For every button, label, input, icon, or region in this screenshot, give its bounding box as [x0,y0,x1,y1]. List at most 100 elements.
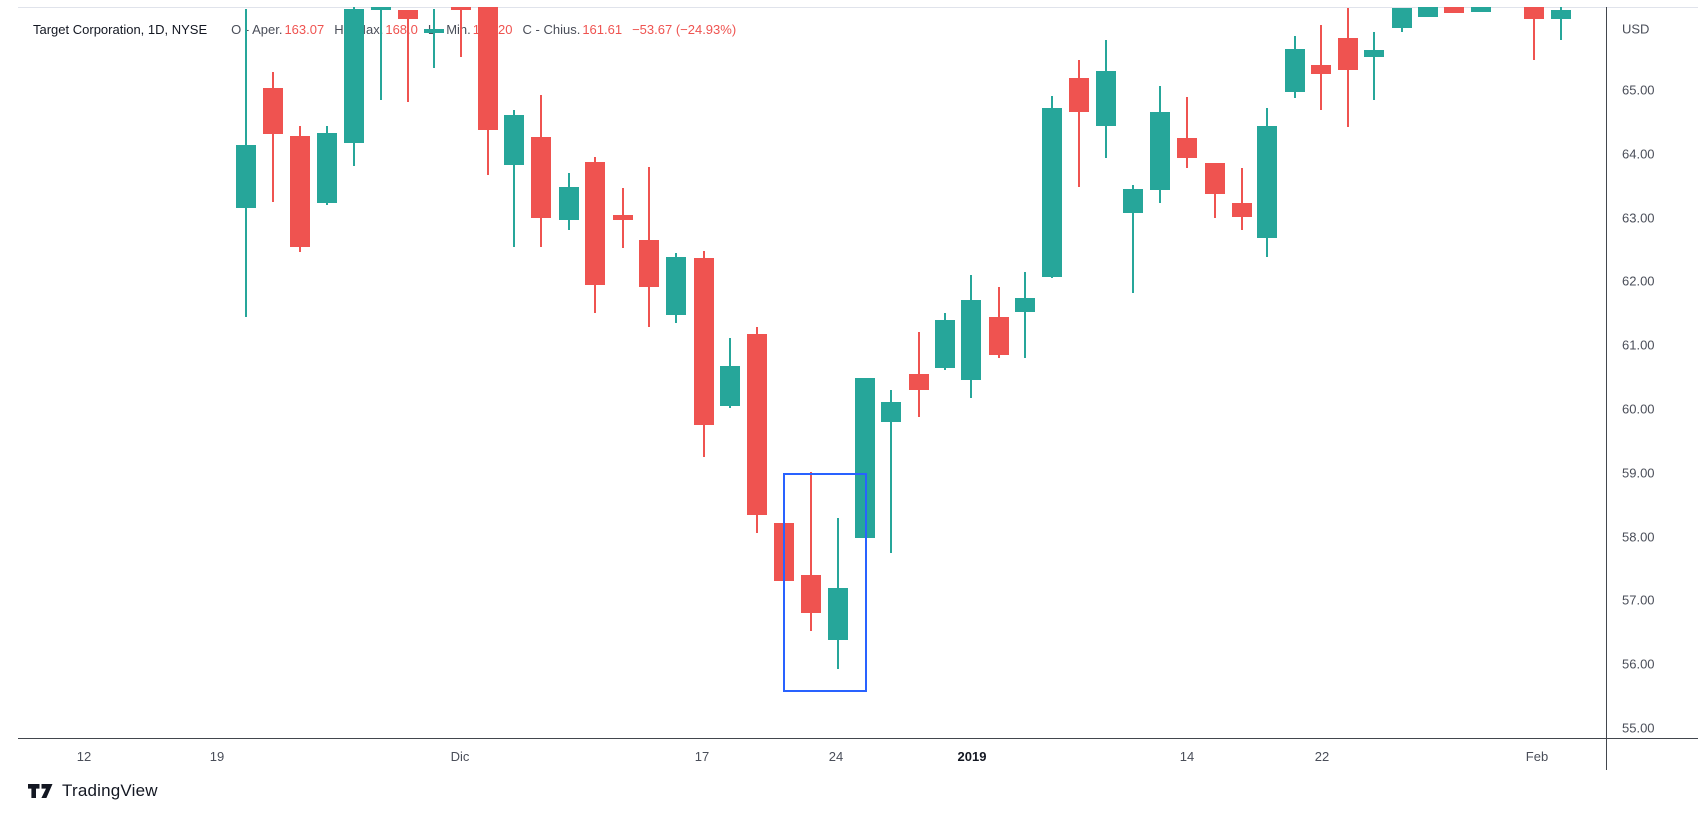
candle-body [1285,49,1305,92]
candle-body [424,28,444,33]
candle-body [585,162,605,286]
price-tick-label: 65.00 [1622,82,1655,98]
candle-body [1096,70,1116,126]
time-axis[interactable]: 12 19 Dic 17 24 2019 14 22 Feb [0,739,1698,773]
candle-wick [810,472,812,632]
candle-body [263,88,283,134]
candlestick-plot-area[interactable] [0,7,1606,738]
time-axis-label: 19 [209,749,225,764]
candle-body [1551,9,1571,20]
candle-wick [433,8,435,69]
candle-wick [1132,185,1134,293]
price-tick-label: 64.00 [1622,146,1655,162]
candle-body [1177,137,1197,159]
candle-body [478,7,498,131]
candle-body [1042,107,1062,277]
close-value: 161.61 [582,22,623,37]
candle-body [1364,49,1384,57]
candle-wick [380,7,382,101]
candle-body [613,215,633,221]
candle-body [1069,77,1089,112]
time-axis-label: 14 [1179,749,1195,764]
candle-body [1392,8,1412,29]
time-axis-label: 17 [694,749,710,764]
candle-body [1471,7,1491,13]
price-axis-border [1606,7,1607,770]
candle-body [1444,7,1464,13]
candle-body [559,186,579,221]
candle-body [747,333,767,515]
candle-wick [1533,7,1535,61]
candle-wick [272,72,274,203]
tradingview-logo-mark [28,783,53,798]
candle-body [881,401,901,422]
price-tick-label: 61.00 [1622,337,1655,353]
candle-body [236,144,256,209]
price-tick-label: 55.00 [1622,720,1655,736]
candle-body [1257,125,1277,238]
candle-body [855,377,875,538]
price-tick-label: 57.00 [1622,592,1655,608]
candle-body [290,135,310,247]
change-value: −53.67 (−24.93%) [632,22,737,37]
price-tick-label: 56.00 [1622,656,1655,672]
candle-body [961,299,981,381]
candle-body [828,588,848,640]
candle-body [1418,7,1438,18]
candle-wick [460,7,462,57]
candle-body [639,239,659,288]
open-value: 163.07 [284,22,325,37]
candle-wick [1078,60,1080,187]
time-axis-label: 2019 [957,749,987,764]
candle-body [989,317,1009,355]
candle-body [531,137,551,219]
candle-wick [513,109,515,247]
price-axis[interactable]: USD 65.00 64.00 63.00 62.00 61.00 60.00 59.00 5… [1606,0,1698,738]
candle-body [451,7,471,11]
candle-body [666,257,686,316]
candle-body [1205,162,1225,194]
candle-wick [1186,97,1188,168]
time-axis-label: Feb [1525,749,1549,764]
candle-wick [1024,272,1026,358]
time-axis-label: 24 [828,749,844,764]
price-tick-label: 62.00 [1622,273,1655,289]
candle-body [935,320,955,369]
close-label: C - Chius. [522,22,581,37]
symbol-title[interactable]: Target Corporation, 1D, NYSE [33,22,208,37]
price-tick-label: 63.00 [1622,210,1655,226]
candle-wick [1373,31,1375,101]
candle-body [1311,65,1331,75]
price-tick-label: 59.00 [1622,465,1655,481]
time-axis-label: 22 [1314,749,1330,764]
candle-body [504,114,524,166]
time-axis-label: Dic [450,749,470,764]
candle-body [1524,7,1544,20]
open-label: O - Aper. [231,22,283,37]
candle-body [398,10,418,20]
tradingview-logo-text: TradingView [62,781,158,800]
high-value: 168.0 [385,22,418,37]
candle-wick [407,10,409,103]
candle-wick [1560,7,1562,41]
candle-body [1123,188,1143,214]
candle-body [909,373,929,390]
price-axis-currency-label: USD [1622,21,1650,37]
candle-wick [1241,167,1243,230]
candle-body [1150,111,1170,191]
drawing-rectangle-annotation[interactable] [783,473,867,692]
candle-body [1015,297,1035,313]
time-axis-border [18,738,1698,739]
candle-body [1338,37,1358,71]
candle-body [801,574,821,614]
time-axis-label: 12 [76,749,92,764]
price-tick-label: 58.00 [1622,529,1655,545]
tradingview-logo[interactable]: TradingView [28,781,158,801]
candle-body [317,132,337,203]
candle-body [694,257,714,425]
candle-wick [890,389,892,554]
candle-body [371,7,391,11]
price-tick-label: 60.00 [1622,401,1655,417]
chart-top-border [18,7,1698,8]
